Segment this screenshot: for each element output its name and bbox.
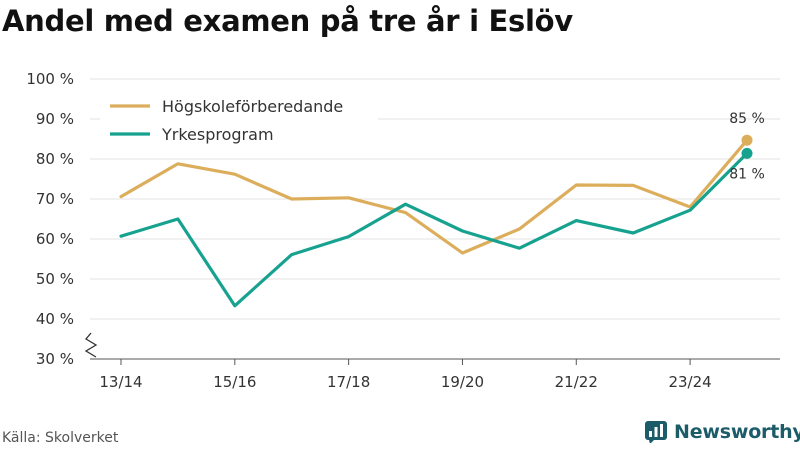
- grid-lines: [90, 78, 780, 320]
- x-tick-label: 13/14: [99, 373, 142, 391]
- axis-break-mark: [84, 332, 98, 358]
- y-axis-tick-labels: 30 % 40 % 50 % 60 % 70 % 80 % 90 % 100 %: [26, 70, 74, 368]
- y-tick-label: 100 %: [26, 70, 74, 88]
- end-value-label: 85 %: [729, 111, 765, 127]
- y-tick-label: 50 %: [36, 270, 74, 288]
- source-note: Källa: Skolverket: [2, 430, 119, 446]
- series-end-point: [741, 134, 753, 146]
- x-axis: 13/14 15/16 17/18 19/20 21/22 23/24: [84, 332, 780, 391]
- y-tick-label: 30 %: [36, 350, 74, 368]
- series-lines: 85 % 81 %: [119, 111, 765, 308]
- y-tick-label: 90 %: [36, 110, 74, 128]
- legend: Högskoleförberedande Yrkesprogram: [100, 88, 378, 152]
- x-tick-label: 21/22: [555, 373, 598, 391]
- series-end-point: [741, 147, 753, 159]
- x-tick-label: 23/24: [668, 373, 711, 391]
- series-line: [119, 138, 749, 255]
- legend-label: Yrkesprogram: [161, 125, 274, 144]
- x-tick-label: 17/18: [327, 373, 370, 391]
- end-value-label: 81 %: [729, 166, 765, 182]
- legend-label: Högskoleförberedande: [162, 97, 343, 116]
- y-tick-label: 60 %: [36, 230, 74, 248]
- bar-chart-icon: [645, 421, 667, 443]
- y-tick-label: 80 %: [36, 150, 74, 168]
- x-tick-label: 19/20: [441, 373, 484, 391]
- brand-logo: Newsworthy: [645, 421, 800, 443]
- legend-background: [100, 88, 378, 152]
- series-line: [119, 151, 749, 308]
- chart-title: Andel med examen på tre år i Eslöv: [2, 4, 573, 38]
- y-tick-label: 70 %: [36, 190, 74, 208]
- x-tick-label: 15/16: [213, 373, 256, 391]
- y-tick-label: 40 %: [36, 310, 74, 328]
- brand-name: Newsworthy: [674, 421, 800, 443]
